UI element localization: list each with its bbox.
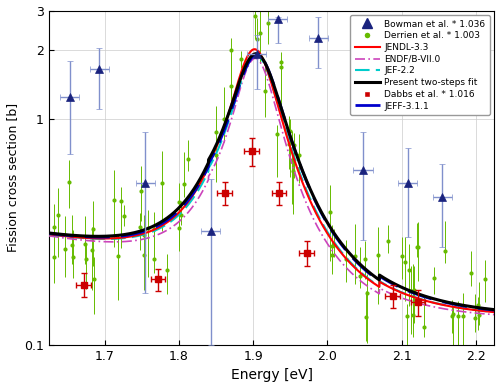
ENDF/B-VII.0 <box>216 151 222 156</box>
Present two-steps fit <box>96 234 102 239</box>
JEF-2.2 <box>96 237 102 241</box>
Line: JEF-2.2: JEF-2.2 <box>49 55 494 312</box>
Present two-steps fit <box>46 230 52 235</box>
Line: JEFF-3.1.1: JEFF-3.1.1 <box>49 55 494 310</box>
JEFF-3.1.1 <box>254 52 260 57</box>
JEF-2.2 <box>253 53 259 57</box>
JEF-2.2 <box>492 310 498 314</box>
JEFF-3.1.1 <box>46 231 52 236</box>
JEF-2.2 <box>435 301 441 306</box>
Line: JENDL-3.3: JENDL-3.3 <box>49 49 494 312</box>
JEFF-3.1.1 <box>435 298 441 303</box>
Y-axis label: Fission cross section [b]: Fission cross section [b] <box>6 103 18 252</box>
ENDF/B-VII.0 <box>123 239 129 244</box>
Present two-steps fit <box>435 298 441 302</box>
Present two-steps fit <box>216 135 222 139</box>
ENDF/B-VII.0 <box>236 90 242 95</box>
ENDF/B-VII.0 <box>252 56 258 61</box>
JENDL-3.3 <box>46 232 52 237</box>
JENDL-3.3 <box>96 236 102 241</box>
JEFF-3.1.1 <box>123 233 129 238</box>
Line: Present two-steps fit: Present two-steps fit <box>49 54 494 310</box>
JEFF-3.1.1 <box>236 85 242 89</box>
Present two-steps fit <box>483 307 489 311</box>
JENDL-3.3 <box>252 47 258 52</box>
ENDF/B-VII.0 <box>483 312 489 316</box>
ENDF/B-VII.0 <box>46 234 52 238</box>
JENDL-3.3 <box>123 235 129 239</box>
ENDF/B-VII.0 <box>435 305 441 310</box>
Present two-steps fit <box>253 51 259 56</box>
JENDL-3.3 <box>435 301 441 306</box>
JEFF-3.1.1 <box>483 307 489 312</box>
JEF-2.2 <box>46 232 52 237</box>
JEF-2.2 <box>123 236 129 240</box>
JEFF-3.1.1 <box>96 235 102 239</box>
JENDL-3.3 <box>483 309 489 314</box>
JENDL-3.3 <box>492 310 498 315</box>
Present two-steps fit <box>492 307 498 312</box>
Present two-steps fit <box>236 81 242 85</box>
ENDF/B-VII.0 <box>492 312 498 317</box>
ENDF/B-VII.0 <box>96 239 102 244</box>
X-axis label: Energy [eV]: Energy [eV] <box>230 369 312 383</box>
JEFF-3.1.1 <box>492 308 498 312</box>
JENDL-3.3 <box>216 137 222 141</box>
JEF-2.2 <box>483 309 489 314</box>
JEFF-3.1.1 <box>216 139 222 144</box>
JEF-2.2 <box>216 143 222 148</box>
JEF-2.2 <box>236 86 242 90</box>
Legend: Bowman et al. * 1.036, Derrien et al. * 1.003, JENDL-3.3, ENDF/B-VII.0, JEF-2.2,: Bowman et al. * 1.036, Derrien et al. * … <box>350 15 490 115</box>
JENDL-3.3 <box>236 76 242 81</box>
Present two-steps fit <box>123 232 129 237</box>
Line: ENDF/B-VII.0: ENDF/B-VII.0 <box>49 58 494 315</box>
